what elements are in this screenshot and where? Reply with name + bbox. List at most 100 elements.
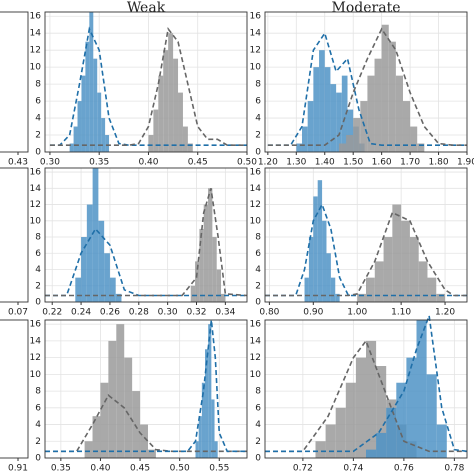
histogram-bar bbox=[346, 135, 354, 152]
y-tick-label: 10 bbox=[250, 63, 262, 73]
histogram-bar bbox=[93, 58, 98, 152]
histogram-bar bbox=[366, 340, 377, 458]
x-tick-label: 1.70 bbox=[400, 158, 420, 168]
histogram-bar bbox=[132, 391, 141, 458]
histogram-bar bbox=[322, 220, 327, 302]
histogram-bar bbox=[409, 237, 419, 302]
x-tick-label: 0.30 bbox=[40, 158, 60, 168]
histogram-bar bbox=[98, 220, 105, 302]
histogram-bar bbox=[208, 188, 213, 302]
histogram-bar bbox=[140, 424, 148, 458]
histogram-bar bbox=[330, 84, 337, 152]
histogram-bar bbox=[211, 399, 215, 458]
x-tick-label: 0.50 bbox=[237, 158, 257, 168]
plot-frame bbox=[44, 11, 248, 153]
histogram-bar bbox=[381, 24, 389, 152]
histogram-bar bbox=[315, 441, 326, 458]
histogram-bar bbox=[77, 101, 82, 152]
histogram-bar bbox=[386, 407, 397, 458]
histogram-bar bbox=[81, 75, 86, 152]
histogram-bar bbox=[376, 366, 387, 458]
x-tick-label: 0.78 bbox=[444, 464, 464, 474]
y-tick-label: 4 bbox=[255, 265, 261, 275]
y-tick-label: 10 bbox=[250, 216, 262, 226]
histogram-bar bbox=[69, 143, 74, 152]
x-tick-label: 0.90 bbox=[303, 308, 323, 318]
x-tick-label: 0.35 bbox=[51, 464, 71, 474]
histogram-bar bbox=[396, 382, 407, 458]
x-tick-label: 0.30 bbox=[158, 308, 178, 318]
y-tick-label: 2 bbox=[255, 131, 261, 141]
x-tick-label: 1.90 bbox=[457, 158, 474, 168]
y-tick-label: 16 bbox=[250, 12, 262, 22]
histogram-bar bbox=[388, 41, 396, 152]
histogram-bar bbox=[203, 204, 209, 302]
histogram-bar bbox=[105, 135, 110, 152]
histogram-bar bbox=[85, 41, 90, 152]
density-line bbox=[45, 188, 248, 297]
y-tick-label: 12 bbox=[250, 46, 261, 56]
y-tick-label: 12 bbox=[30, 200, 41, 210]
histogram-bar bbox=[376, 432, 387, 458]
x-tick-label: 1.00 bbox=[347, 308, 367, 318]
histogram-bar bbox=[355, 357, 366, 458]
y-tick-label: 14 bbox=[250, 336, 262, 346]
histogram-bar bbox=[436, 293, 446, 302]
histogram-bar bbox=[108, 340, 117, 458]
y-tick-label: 6 bbox=[35, 97, 41, 107]
histogram-bar bbox=[163, 50, 169, 152]
histogram-bar bbox=[335, 407, 346, 458]
y-tick-label: 8 bbox=[255, 233, 261, 243]
y-tick-label: 8 bbox=[255, 387, 261, 397]
x-tick-label: 0.28 bbox=[129, 308, 149, 318]
histogram-bar bbox=[212, 237, 217, 302]
histogram-bar bbox=[205, 349, 209, 458]
histogram-bar bbox=[426, 374, 437, 458]
plot-frame bbox=[264, 319, 468, 459]
panel-title: Moderate bbox=[332, 0, 401, 16]
histogram-bar bbox=[416, 320, 427, 458]
y-tick-label: 6 bbox=[255, 97, 261, 107]
x-tick-label: 0.80 bbox=[259, 308, 279, 318]
x-tick-label: 0.45 bbox=[130, 464, 150, 474]
histogram-bar bbox=[92, 416, 101, 458]
x-tick-label: 0.74 bbox=[343, 464, 363, 474]
panel-title: Weak bbox=[127, 0, 166, 16]
x-tick-label: 0.50 bbox=[170, 464, 190, 474]
histogram-bar bbox=[216, 269, 222, 302]
y-tick-label: 0 bbox=[255, 298, 261, 308]
y-tick-label: 14 bbox=[250, 184, 262, 194]
y-tick-label: 14 bbox=[30, 29, 42, 39]
y-tick-label: 0 bbox=[35, 454, 41, 464]
histogram-bar bbox=[366, 449, 377, 458]
histogram-bar bbox=[100, 382, 109, 458]
histogram-bar bbox=[75, 277, 82, 302]
histogram-bar bbox=[374, 58, 382, 152]
histogram-bar bbox=[317, 180, 323, 302]
y-tick-label: 12 bbox=[250, 200, 261, 210]
density-line bbox=[45, 319, 247, 453]
x-tick-label: 0.76 bbox=[394, 464, 414, 474]
histogram-bar bbox=[81, 237, 87, 302]
histogram-bar bbox=[86, 204, 93, 302]
histogram-bar bbox=[357, 293, 366, 302]
y-tick-label: 4 bbox=[35, 420, 41, 430]
x-tick-label: 1.80 bbox=[429, 158, 449, 168]
x-tick-label: 0.32 bbox=[186, 308, 206, 318]
histogram-bar bbox=[101, 118, 106, 152]
histogram-bar bbox=[324, 67, 331, 152]
histogram-bar bbox=[195, 441, 199, 458]
histogram-bar bbox=[115, 293, 122, 302]
density-line bbox=[265, 339, 467, 453]
density-line bbox=[265, 211, 467, 297]
density-line bbox=[265, 315, 468, 453]
histogram-bar bbox=[201, 382, 206, 458]
histogram-bar bbox=[417, 143, 425, 152]
histogram-bar bbox=[335, 293, 340, 302]
histogram-bar bbox=[347, 109, 354, 152]
histogram-bar bbox=[383, 237, 393, 302]
y-tick-label: 10 bbox=[30, 216, 42, 226]
density-line bbox=[45, 227, 247, 297]
histogram-bar bbox=[410, 126, 418, 152]
x-tick-label: 1.60 bbox=[372, 158, 392, 168]
